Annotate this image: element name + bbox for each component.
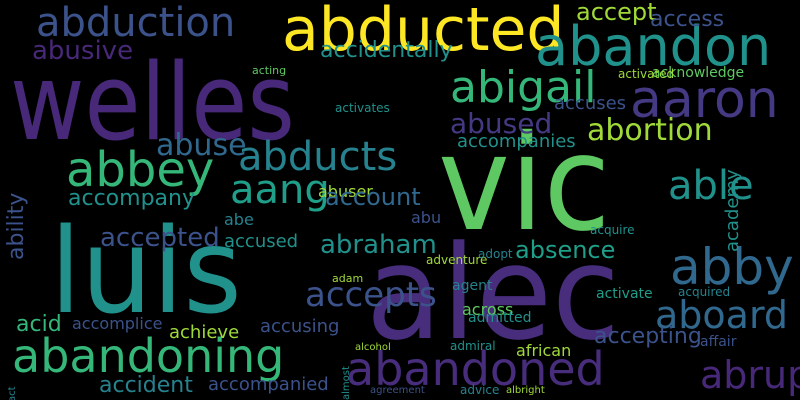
word: aang <box>230 167 330 213</box>
word: alec <box>366 217 620 369</box>
word: account <box>325 183 421 211</box>
word: abuse <box>156 128 247 163</box>
word: abusive <box>32 36 134 66</box>
word: activate <box>596 286 653 302</box>
word: achieve <box>169 322 240 343</box>
word: academy <box>722 169 743 252</box>
word: alcohol <box>355 342 391 353</box>
word: activated <box>618 67 675 81</box>
word: across <box>462 300 514 319</box>
word: advice <box>460 383 500 397</box>
word: abduction <box>36 0 236 46</box>
word: accepted <box>100 223 220 253</box>
word: aboard <box>655 293 789 337</box>
word: welles <box>10 41 295 164</box>
word: absence <box>515 236 616 264</box>
word: abused <box>450 107 553 140</box>
word: african <box>516 341 572 360</box>
word: adventure <box>426 253 488 267</box>
word: acting <box>252 64 287 77</box>
word: luis <box>50 202 242 340</box>
word: abbey <box>66 142 215 198</box>
word: abigail <box>450 62 597 113</box>
word: act <box>7 386 18 400</box>
word: accomplice <box>72 314 163 333</box>
word: able <box>668 163 754 209</box>
word: accompanied <box>208 374 329 395</box>
word: acquire <box>590 223 635 237</box>
word: accepts <box>305 275 437 315</box>
word: agreement <box>370 385 425 396</box>
word: abducted <box>282 0 565 65</box>
word: acid <box>16 312 62 337</box>
word: abruptly <box>700 353 800 397</box>
word: acquired <box>678 285 731 299</box>
word: almost <box>341 366 352 400</box>
word: abraham <box>320 230 437 260</box>
word: accidentally <box>320 38 453 63</box>
word: accident <box>99 373 193 398</box>
word: abandon <box>535 15 772 78</box>
word: accuses <box>554 93 627 114</box>
word: acknowledge <box>652 65 745 81</box>
word: abandoned <box>346 342 605 396</box>
word: activates <box>335 101 390 115</box>
word: agent <box>452 278 493 294</box>
word: admiral <box>450 339 496 353</box>
word: abby <box>670 238 794 296</box>
word: affair <box>700 334 737 350</box>
word: accept <box>576 0 657 26</box>
word: accusing <box>260 316 340 337</box>
word: adam <box>332 272 364 285</box>
word: accompany <box>68 186 195 211</box>
word: accused <box>224 231 299 252</box>
word: aaron <box>630 70 779 130</box>
word: abducts <box>238 134 398 180</box>
word: accepting <box>594 324 702 349</box>
word: abuser <box>318 182 373 201</box>
word: abortion <box>587 113 713 148</box>
word: vic <box>438 107 611 261</box>
word: abu <box>411 208 442 227</box>
word: access <box>650 7 725 32</box>
word: adopt <box>478 247 513 261</box>
word: ability <box>4 192 29 260</box>
word: accompanies <box>457 131 576 152</box>
word: admitted <box>468 310 532 326</box>
word: albright <box>506 385 545 396</box>
word: abandoning <box>12 329 285 383</box>
word: abe <box>224 210 254 229</box>
